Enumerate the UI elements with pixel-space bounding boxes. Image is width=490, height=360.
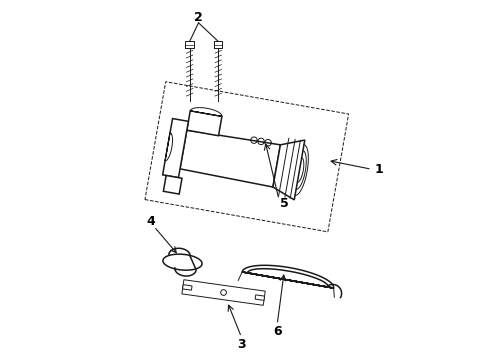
Polygon shape [182,280,265,305]
Text: 5: 5 [280,197,289,210]
Polygon shape [190,108,222,116]
Polygon shape [220,290,226,295]
Text: 4: 4 [147,215,155,228]
Polygon shape [180,130,280,187]
Polygon shape [255,295,265,300]
Text: 2: 2 [194,11,203,24]
Polygon shape [165,132,172,161]
Polygon shape [163,254,202,270]
Polygon shape [163,118,188,177]
Polygon shape [183,285,192,290]
Polygon shape [273,140,305,200]
Polygon shape [163,175,182,194]
Text: 3: 3 [237,338,246,351]
Polygon shape [145,82,349,232]
Text: 1: 1 [374,163,383,176]
Polygon shape [242,265,334,288]
Polygon shape [187,111,222,136]
Text: 6: 6 [273,325,281,338]
